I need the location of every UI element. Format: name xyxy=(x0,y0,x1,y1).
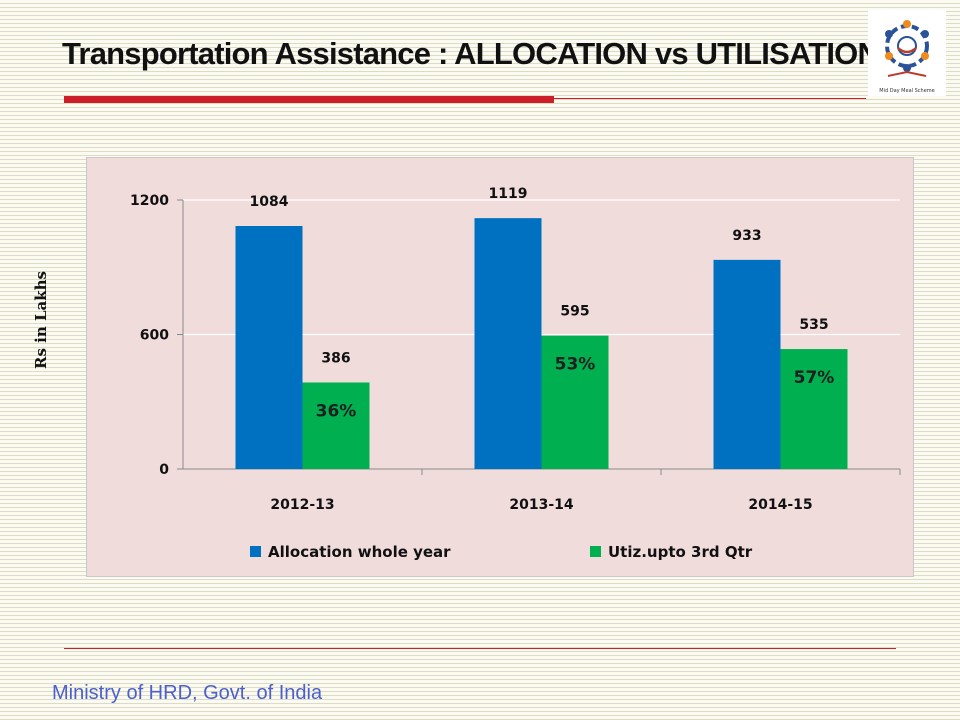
bar-utilisation xyxy=(780,349,848,469)
y-tick-label: 1200 xyxy=(130,193,169,209)
data-label: 933 xyxy=(732,228,761,244)
slide-title: Transportation Assistance : ALLOCATION v… xyxy=(62,36,880,71)
x-tick-label: 2013-14 xyxy=(509,497,574,513)
footer-text: Ministry of HRD, Govt. of India xyxy=(52,682,323,704)
bar-allocation xyxy=(713,259,781,469)
title-underline-bar xyxy=(64,96,554,103)
x-tick-label: 2014-15 xyxy=(748,497,812,513)
percent-label: 36% xyxy=(316,401,357,421)
bar-utilisation xyxy=(302,382,370,469)
bar-allocation xyxy=(474,218,542,469)
data-label: 535 xyxy=(799,317,828,333)
title-underline-thin xyxy=(554,98,866,99)
percent-label: 53% xyxy=(555,355,596,375)
percent-label: 57% xyxy=(794,368,835,388)
data-label: 1119 xyxy=(489,186,528,202)
legend-swatch xyxy=(250,546,261,557)
mid-day-meal-logo: Mid Day Meal Scheme xyxy=(868,10,946,96)
logo-caption: Mid Day Meal Scheme xyxy=(879,88,935,94)
legend-label: Utiz.upto 3rd Qtr xyxy=(608,543,753,561)
y-tick-label: 0 xyxy=(159,462,169,478)
legend-label: Allocation whole year xyxy=(268,543,451,561)
data-label: 1084 xyxy=(250,194,289,210)
logo-emblem-icon xyxy=(885,20,929,77)
x-tick-label: 2012-13 xyxy=(270,497,334,513)
legend-swatch xyxy=(590,546,601,557)
bar-allocation xyxy=(235,226,303,469)
footer-divider xyxy=(64,648,896,649)
data-label: 595 xyxy=(560,304,589,320)
data-label: 386 xyxy=(321,350,350,366)
y-tick-label: 600 xyxy=(140,328,169,344)
bar-utilisation xyxy=(541,335,609,469)
